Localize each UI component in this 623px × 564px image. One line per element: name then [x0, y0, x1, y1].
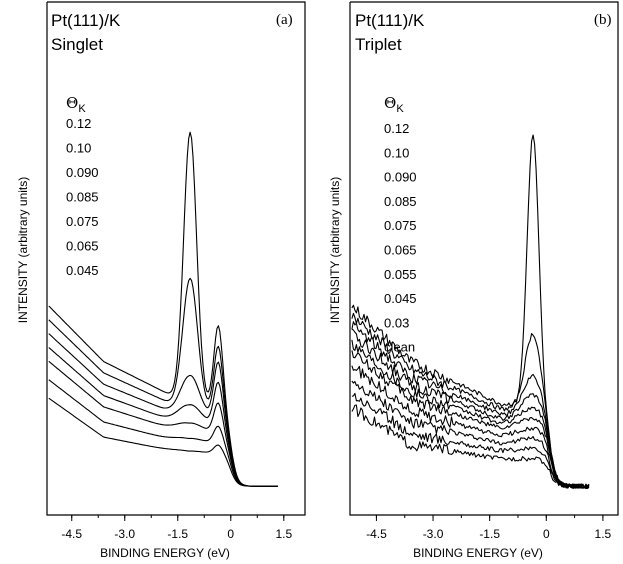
spectrum-curve — [351, 339, 590, 489]
legend-value: 0.075 — [384, 218, 417, 233]
panel-a-curves — [48, 131, 278, 487]
x-tick-label: 1.5 — [595, 527, 612, 541]
spectrum-curve — [351, 380, 590, 489]
spectrum-curve — [351, 404, 590, 489]
spectrum-curve — [48, 347, 278, 487]
legend-value: 0.045 — [384, 291, 417, 306]
x-tick-label: -3.0 — [423, 527, 444, 541]
x-tick-label: 0 — [543, 527, 550, 541]
panel-a-x-ticks: -4.5 -3.0 -1.5 0 1.5 — [61, 515, 292, 541]
spectrum-curve — [351, 392, 590, 489]
panel-a-label: (a) — [276, 12, 293, 28]
panel-b-y-axis-label: INTENSITY (arbitrary units) — [328, 177, 342, 323]
panel-b-legend: 0.12 0.10 0.090 0.085 0.075 0.065 0.055 0.045 0.… — [384, 121, 417, 355]
legend-value: 0.090 — [66, 165, 99, 180]
spectrum-curve — [351, 350, 590, 489]
panel-a-legend-symbol: ΘK — [66, 94, 86, 115]
panel-b-title-line-2: Triplet — [355, 35, 402, 54]
legend-value: 0.10 — [66, 141, 91, 156]
panel-b-frame — [349, 1, 619, 516]
x-tick-label: -3.0 — [114, 527, 135, 541]
legend-value: 0.065 — [384, 243, 417, 258]
spectrum-curve — [48, 131, 278, 487]
panel-b-legend-symbol: ΘK — [384, 94, 404, 115]
x-tick-label: -4.5 — [366, 527, 387, 541]
panel-a-frame — [46, 1, 306, 516]
x-tick-label: 1.5 — [275, 527, 292, 541]
panel-a-title-line-1: Pt(111)/K — [51, 11, 121, 30]
panel-a-legend: 0.12 0.10 0.090 0.085 0.075 0.065 0.045 — [66, 116, 99, 278]
panel-b-x-axis-label: BINDING ENERGY (eV) — [413, 546, 543, 560]
panel-b-title-line-1: Pt(111)/K — [355, 11, 425, 30]
legend-value: 0.03 — [384, 315, 409, 330]
legend-value: 0.075 — [66, 214, 99, 229]
spectrum-curve — [48, 277, 278, 487]
legend-value: 0.12 — [66, 116, 91, 131]
x-tick-label: 0 — [227, 527, 234, 541]
spectrum-curve — [351, 134, 590, 489]
legend-value: 0.085 — [384, 194, 417, 209]
panel-b: Pt(111)/K Triplet (b) ΘK 0.120.100.0900.… — [328, 1, 619, 560]
x-tick-label: -1.5 — [479, 527, 500, 541]
legend-value: 0.085 — [66, 190, 99, 205]
panel-a-title-line-2: Singlet — [51, 35, 103, 54]
panel-a-x-axis-label: BINDING ENERGY (eV) — [100, 546, 230, 560]
spectrum-curve — [48, 360, 278, 487]
panel-a-y-axis-label: INTENSITY (arbitrary units) — [16, 177, 30, 323]
panel-a: Pt(111)/K Singlet (a) ΘK 0.120.100.0900.… — [16, 1, 306, 560]
x-tick-label: -1.5 — [167, 527, 188, 541]
legend-value: 0.055 — [384, 267, 417, 282]
legend-value: 0.065 — [66, 239, 99, 254]
spectrum-curve — [48, 397, 278, 487]
x-tick-label: -4.5 — [61, 527, 82, 541]
spectrum-curve — [48, 333, 278, 487]
spectrum-curve — [48, 379, 278, 487]
panel-b-x-ticks: -4.5 -3.0 -1.5 0 1.5 — [366, 515, 612, 541]
legend-value: 0.12 — [384, 121, 409, 136]
legend-value: 0.090 — [384, 170, 417, 185]
panel-b-curves — [351, 134, 590, 490]
spectrum-curve — [351, 365, 590, 489]
panel-b-label: (b) — [594, 12, 612, 28]
legend-value: 0.045 — [66, 263, 99, 278]
spectrum-curve — [351, 328, 590, 489]
legend-value: 0.10 — [384, 145, 409, 160]
